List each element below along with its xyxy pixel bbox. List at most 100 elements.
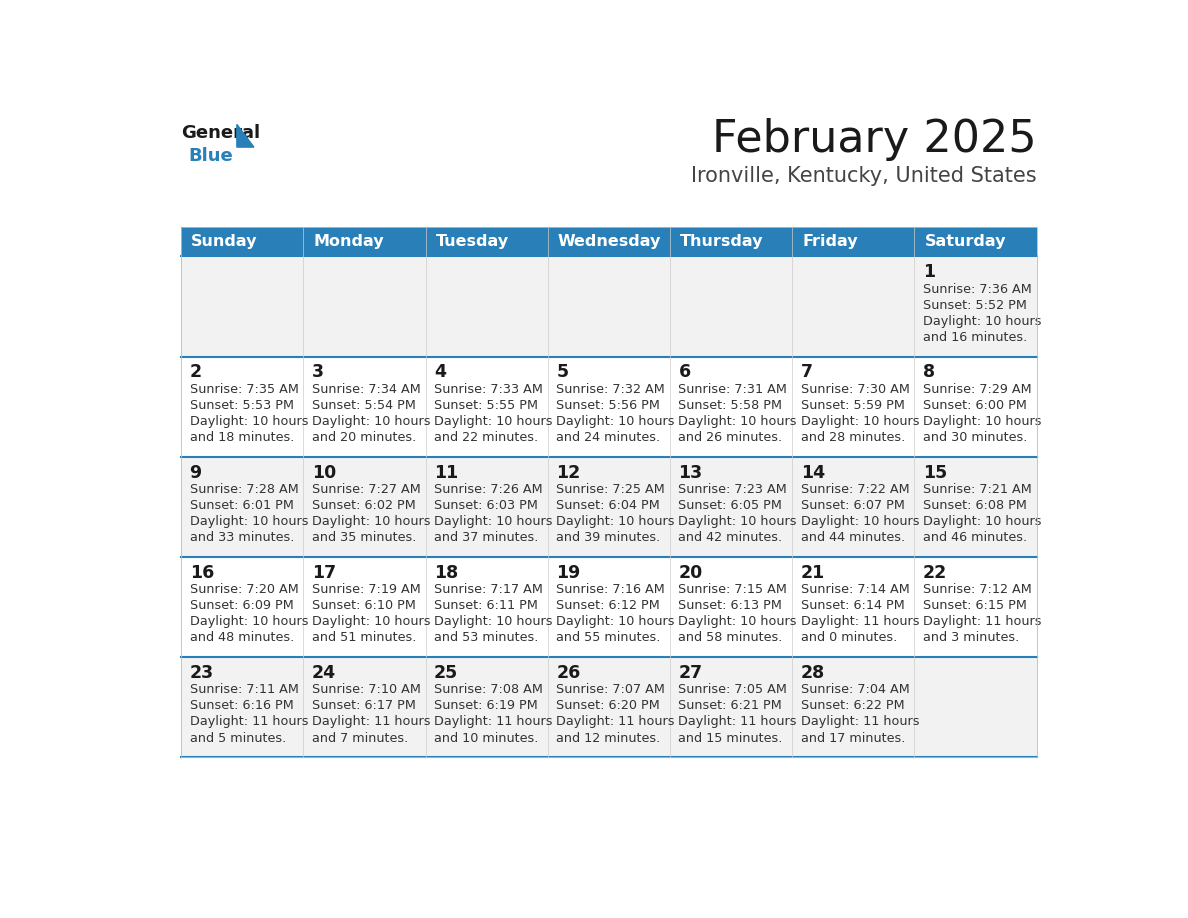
Text: 25: 25 <box>434 664 459 682</box>
Text: Daylight: 10 hours: Daylight: 10 hours <box>923 415 1042 428</box>
Text: and 0 minutes.: and 0 minutes. <box>801 632 897 644</box>
Text: Sunrise: 7:31 AM: Sunrise: 7:31 AM <box>678 383 788 396</box>
Text: February 2025: February 2025 <box>712 118 1037 161</box>
Text: Sunrise: 7:15 AM: Sunrise: 7:15 AM <box>678 583 788 596</box>
Text: Sunrise: 7:30 AM: Sunrise: 7:30 AM <box>801 383 910 396</box>
Text: Sunset: 6:05 PM: Sunset: 6:05 PM <box>678 499 783 512</box>
Bar <box>792 227 915 256</box>
Text: 14: 14 <box>801 464 824 482</box>
Text: Sunrise: 7:07 AM: Sunrise: 7:07 AM <box>556 683 665 696</box>
Text: 28: 28 <box>801 664 824 682</box>
Text: General: General <box>181 124 260 142</box>
Text: 18: 18 <box>434 564 459 582</box>
Text: Sunrise: 7:36 AM: Sunrise: 7:36 AM <box>923 283 1031 296</box>
Text: Sunrise: 7:08 AM: Sunrise: 7:08 AM <box>434 683 543 696</box>
Bar <box>181 356 1037 456</box>
Text: Sunset: 6:03 PM: Sunset: 6:03 PM <box>434 499 538 512</box>
Text: Sunrise: 7:27 AM: Sunrise: 7:27 AM <box>311 483 421 496</box>
Text: 4: 4 <box>434 364 446 382</box>
Text: Daylight: 10 hours: Daylight: 10 hours <box>434 615 552 628</box>
Text: Daylight: 10 hours: Daylight: 10 hours <box>556 415 675 428</box>
Text: 24: 24 <box>311 664 336 682</box>
Text: 1: 1 <box>923 263 935 282</box>
Bar <box>181 256 1037 356</box>
Text: Sunset: 6:12 PM: Sunset: 6:12 PM <box>556 599 661 612</box>
Text: Sunset: 6:16 PM: Sunset: 6:16 PM <box>190 700 293 712</box>
Text: 23: 23 <box>190 664 214 682</box>
Bar <box>181 227 303 256</box>
Text: Sunset: 6:19 PM: Sunset: 6:19 PM <box>434 700 538 712</box>
Bar <box>670 227 792 256</box>
Bar <box>181 456 1037 556</box>
Text: Sunrise: 7:29 AM: Sunrise: 7:29 AM <box>923 383 1031 396</box>
Text: Daylight: 10 hours: Daylight: 10 hours <box>190 615 308 628</box>
Text: Sunrise: 7:22 AM: Sunrise: 7:22 AM <box>801 483 909 496</box>
Text: Sunrise: 7:10 AM: Sunrise: 7:10 AM <box>311 683 421 696</box>
Text: Daylight: 10 hours: Daylight: 10 hours <box>311 415 430 428</box>
Text: and 30 minutes.: and 30 minutes. <box>923 431 1028 444</box>
Polygon shape <box>236 125 254 147</box>
Text: and 18 minutes.: and 18 minutes. <box>190 431 293 444</box>
Text: Sunrise: 7:35 AM: Sunrise: 7:35 AM <box>190 383 298 396</box>
Text: Daylight: 11 hours: Daylight: 11 hours <box>923 615 1042 628</box>
Text: and 7 minutes.: and 7 minutes. <box>311 732 407 744</box>
Text: Saturday: Saturday <box>924 234 1006 250</box>
Bar <box>181 657 1037 757</box>
Text: and 44 minutes.: and 44 minutes. <box>801 532 905 544</box>
Text: and 46 minutes.: and 46 minutes. <box>923 532 1028 544</box>
Text: Sunday: Sunday <box>191 234 258 250</box>
Text: Daylight: 11 hours: Daylight: 11 hours <box>556 715 675 728</box>
Text: Daylight: 11 hours: Daylight: 11 hours <box>190 715 308 728</box>
Text: Daylight: 10 hours: Daylight: 10 hours <box>678 415 797 428</box>
Text: Daylight: 10 hours: Daylight: 10 hours <box>801 515 920 528</box>
Text: and 33 minutes.: and 33 minutes. <box>190 532 293 544</box>
Text: Sunset: 6:02 PM: Sunset: 6:02 PM <box>311 499 416 512</box>
Text: Sunset: 6:09 PM: Sunset: 6:09 PM <box>190 599 293 612</box>
Text: 19: 19 <box>556 564 581 582</box>
Text: 5: 5 <box>556 364 568 382</box>
Text: Sunrise: 7:34 AM: Sunrise: 7:34 AM <box>311 383 421 396</box>
Text: and 58 minutes.: and 58 minutes. <box>678 632 783 644</box>
Bar <box>915 227 1037 256</box>
Text: Sunset: 5:53 PM: Sunset: 5:53 PM <box>190 399 293 412</box>
Bar <box>548 227 670 256</box>
Text: 26: 26 <box>556 664 581 682</box>
Text: Sunset: 5:54 PM: Sunset: 5:54 PM <box>311 399 416 412</box>
Bar <box>425 227 548 256</box>
Text: Sunset: 6:13 PM: Sunset: 6:13 PM <box>678 599 783 612</box>
Text: 2: 2 <box>190 364 202 382</box>
Text: 8: 8 <box>923 364 935 382</box>
Text: Tuesday: Tuesday <box>436 234 508 250</box>
Text: Sunrise: 7:21 AM: Sunrise: 7:21 AM <box>923 483 1031 496</box>
Text: Sunset: 5:52 PM: Sunset: 5:52 PM <box>923 299 1026 312</box>
Bar <box>181 227 1037 757</box>
Text: 17: 17 <box>311 564 336 582</box>
Text: Sunset: 6:01 PM: Sunset: 6:01 PM <box>190 499 293 512</box>
Text: and 53 minutes.: and 53 minutes. <box>434 632 538 644</box>
Text: Sunset: 5:58 PM: Sunset: 5:58 PM <box>678 399 783 412</box>
Text: Daylight: 11 hours: Daylight: 11 hours <box>311 715 430 728</box>
Text: Sunset: 6:08 PM: Sunset: 6:08 PM <box>923 499 1026 512</box>
Text: Sunset: 5:55 PM: Sunset: 5:55 PM <box>434 399 538 412</box>
Text: and 48 minutes.: and 48 minutes. <box>190 632 293 644</box>
Text: Sunrise: 7:19 AM: Sunrise: 7:19 AM <box>311 583 421 596</box>
Text: 3: 3 <box>311 364 324 382</box>
Text: Sunrise: 7:11 AM: Sunrise: 7:11 AM <box>190 683 298 696</box>
Text: Sunset: 6:21 PM: Sunset: 6:21 PM <box>678 700 782 712</box>
Text: and 28 minutes.: and 28 minutes. <box>801 431 905 444</box>
Text: Daylight: 10 hours: Daylight: 10 hours <box>678 615 797 628</box>
Text: and 26 minutes.: and 26 minutes. <box>678 431 783 444</box>
Text: Sunset: 6:00 PM: Sunset: 6:00 PM <box>923 399 1026 412</box>
Text: Sunrise: 7:12 AM: Sunrise: 7:12 AM <box>923 583 1031 596</box>
Text: 15: 15 <box>923 464 947 482</box>
Text: Daylight: 11 hours: Daylight: 11 hours <box>801 615 920 628</box>
Text: and 35 minutes.: and 35 minutes. <box>311 532 416 544</box>
Text: Daylight: 10 hours: Daylight: 10 hours <box>311 615 430 628</box>
Text: Sunrise: 7:26 AM: Sunrise: 7:26 AM <box>434 483 543 496</box>
Text: Daylight: 10 hours: Daylight: 10 hours <box>923 315 1042 328</box>
Text: Daylight: 11 hours: Daylight: 11 hours <box>434 715 552 728</box>
Text: Monday: Monday <box>314 234 384 250</box>
Text: 6: 6 <box>678 364 690 382</box>
Text: and 22 minutes.: and 22 minutes. <box>434 431 538 444</box>
Text: 27: 27 <box>678 664 702 682</box>
